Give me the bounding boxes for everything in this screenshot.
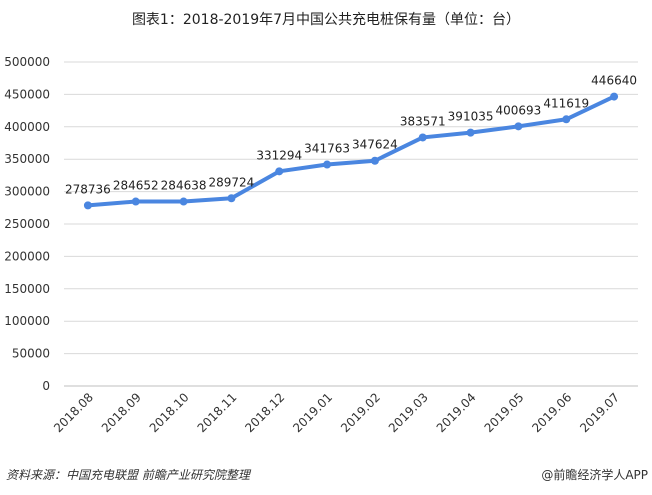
data-point	[418, 133, 427, 142]
data-label: 411619	[543, 96, 589, 110]
y-tick-label: 400000	[4, 120, 50, 134]
y-tick-label: 200000	[4, 249, 50, 263]
x-tick-label: 2018.10	[147, 390, 192, 435]
data-point	[610, 92, 619, 101]
x-tick-label: 2019.06	[529, 390, 574, 435]
x-tick-label: 2019.07	[577, 390, 622, 435]
data-point	[131, 197, 140, 206]
y-tick-label: 500000	[4, 55, 50, 69]
data-point	[323, 160, 332, 169]
data-label: 347624	[352, 138, 398, 152]
data-label: 446640	[591, 74, 637, 88]
x-tick-label: 2019.02	[338, 390, 383, 435]
data-point	[514, 122, 523, 131]
y-tick-label: 0	[42, 379, 50, 393]
y-tick-label: 100000	[4, 314, 50, 328]
series-line	[87, 94, 615, 208]
data-point	[275, 167, 284, 176]
data-label: 331294	[256, 148, 302, 162]
x-tick-label: 2019.03	[386, 390, 431, 435]
x-tick-label: 2019.05	[482, 390, 527, 435]
x-tick-label: 2019.04	[434, 390, 479, 435]
brand-label: @前瞻经济学人APP	[541, 468, 648, 482]
y-tick-label: 250000	[4, 217, 50, 231]
x-tick-label: 2018.11	[195, 390, 240, 435]
source-note: 资料来源：中国充电联盟 前瞻产业研究院整理	[6, 468, 250, 482]
data-point	[227, 194, 236, 203]
data-label: 383571	[400, 114, 446, 128]
y-tick-label: 50000	[12, 347, 50, 361]
y-tick-label: 450000	[4, 87, 50, 101]
x-tick-label: 2018.12	[242, 390, 287, 435]
y-tick-label: 300000	[4, 185, 50, 199]
y-tick-label: 350000	[4, 152, 50, 166]
data-point	[179, 197, 188, 206]
data-label: 341763	[304, 142, 350, 156]
data-point	[466, 128, 475, 137]
data-label: 400693	[496, 103, 542, 117]
data-point	[83, 201, 92, 210]
data-label: 284638	[161, 179, 207, 193]
data-label: 289724	[209, 175, 255, 189]
x-tick-label: 2018.09	[99, 390, 144, 435]
data-label: 284652	[113, 179, 159, 193]
data-label: 391035	[448, 110, 494, 124]
data-point	[562, 115, 571, 124]
x-tick-label: 2019.01	[290, 390, 335, 435]
y-tick-label: 150000	[4, 282, 50, 296]
data-point	[370, 156, 379, 165]
data-label: 278736	[65, 182, 111, 196]
chart-title: 图表1：2018-2019年7月中国公共充电桩保有量（单位：台）	[131, 12, 521, 28]
x-tick-label: 2018.08	[51, 390, 96, 435]
